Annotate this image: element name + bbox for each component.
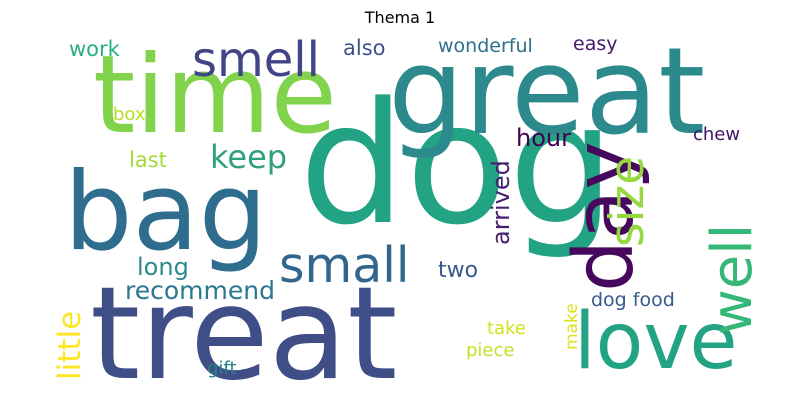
word-small: small [279,237,410,294]
word-great: great [388,23,705,162]
word-wonderful: wonderful [438,35,533,57]
word-size: size [600,156,655,247]
word-gift: gift [207,358,237,379]
word-box: box [113,104,146,125]
word-little: little [52,311,88,380]
word-dog: dog [299,66,615,262]
word-piece: piece [466,340,514,361]
word-well: well [700,224,765,335]
word-arrived: arrived [487,160,515,245]
word-treat: treat [90,260,397,400]
chart-title: Thema 1 [364,8,436,27]
word-easy: easy [573,33,617,55]
word-recommend: recommend [125,276,275,305]
word-love: love [574,297,738,387]
word-time: time [93,33,337,158]
word-last: last [129,148,167,172]
word-bag: bag [64,150,267,275]
word-smell: smell [192,32,320,88]
word-work: work [69,37,121,61]
word-long: long [137,253,189,281]
word-day: day [557,141,652,292]
word-keep: keep [210,138,287,176]
word-chew: chew [693,124,740,145]
word-dog-food: dog food [591,289,675,311]
word-hour: hour [516,124,571,152]
word-take: take [487,318,526,339]
word-two: two [438,258,478,283]
word-also: also [343,36,386,60]
word-make: make [562,303,582,350]
